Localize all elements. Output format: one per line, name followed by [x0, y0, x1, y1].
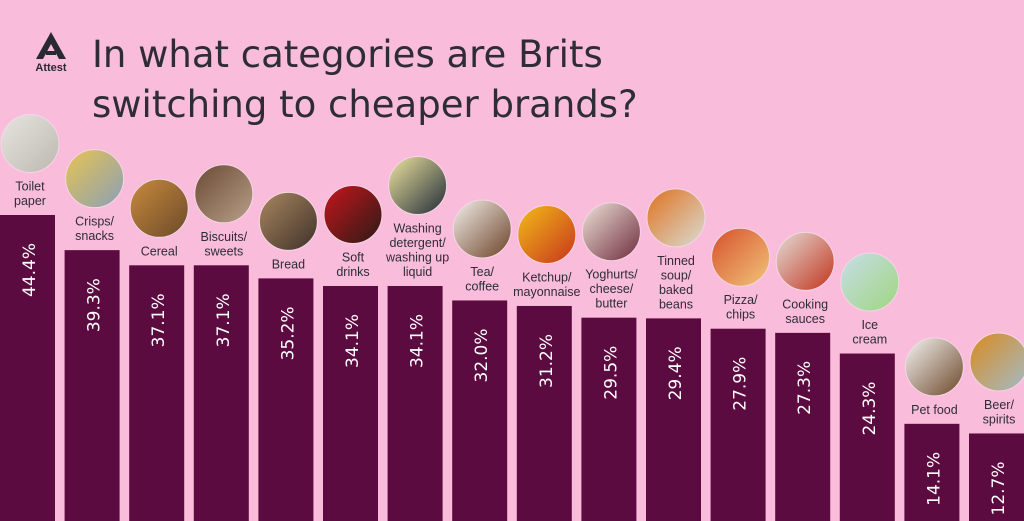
- chart-title: In what categories are Brits switching t…: [92, 33, 638, 126]
- bar-group: 29.4% Tinned soup/baked beans: [646, 188, 706, 521]
- brand-logo: Attest: [24, 32, 78, 78]
- category-label: Tinned soup/baked beans: [657, 254, 695, 312]
- category-label: Biscuits/sweets: [201, 230, 248, 258]
- bar: [258, 278, 314, 521]
- category-label: Bread: [272, 257, 305, 271]
- tinned-soup-photo: [646, 188, 706, 248]
- bar-group: 31.2% Ketchup/mayonnaise: [513, 204, 581, 521]
- yoghurt-photo: [581, 202, 641, 262]
- bar: [323, 285, 378, 521]
- attest-logo-icon: [36, 32, 66, 59]
- category-label: Soft drinks: [336, 250, 369, 279]
- bar-value-label: 12.7%: [989, 461, 1009, 515]
- bar-group: 27.3% Cooking sauces: [775, 231, 835, 521]
- category-label: Cereal: [141, 244, 178, 258]
- bar-value-label: 37.1%: [214, 293, 234, 347]
- bar-value-label: 14.1%: [924, 452, 944, 506]
- dog-photo: [904, 337, 964, 397]
- bar-group: 34.1% Soft drinks: [323, 184, 383, 521]
- bar-value-label: 29.5%: [601, 346, 621, 400]
- pizza-photo: [711, 227, 771, 287]
- bar-value-label: 27.9%: [731, 357, 751, 411]
- bar-group: 24.3% Ice cream: [839, 252, 900, 521]
- bar: [0, 215, 55, 521]
- bar: [387, 285, 443, 521]
- bar-value-label: 37.1%: [149, 293, 169, 347]
- toilet-paper-photo: [0, 114, 60, 173]
- bar: [516, 305, 572, 521]
- bar-value-label: 27.3%: [795, 361, 815, 415]
- bar-value-label: 29.4%: [666, 346, 686, 400]
- coffee-photo: [452, 199, 512, 259]
- bar-group: 35.2% Bread: [258, 191, 318, 521]
- bar-group: 39.3% Crisps/snacks: [64, 149, 125, 521]
- bar-value-label: 34.1%: [408, 314, 428, 368]
- category-label: Toilet paper: [14, 180, 46, 209]
- category-label: Ketchup/mayonnaise: [513, 270, 580, 299]
- bar-value-label: 32.0%: [472, 328, 492, 382]
- bar-value-label: 35.2%: [278, 306, 298, 360]
- bar: [193, 265, 249, 521]
- bar-group: 37.1% Cereal: [129, 178, 189, 521]
- bar-group: 32.0% Tea/coffee: [452, 199, 512, 521]
- crisps-photo: [65, 149, 125, 209]
- bar: [839, 353, 895, 521]
- category-label: Tea/coffee: [465, 265, 499, 294]
- bar: [452, 300, 508, 521]
- bar-value-label: 34.1%: [343, 314, 363, 368]
- bread-photo: [258, 191, 318, 251]
- beer-photo: [969, 332, 1024, 392]
- bar-group: 29.5% Yoghurts/cheese/butter: [581, 202, 641, 521]
- bar-value-label: 44.4%: [20, 243, 40, 297]
- bar-group: 37.1% Biscuits/sweets: [193, 164, 254, 521]
- cooking-sauces-photo: [775, 231, 835, 291]
- bar-group: 34.1% Washing detergent/washing up liquid: [385, 155, 449, 521]
- bar-group: 27.9% Pizza/chips: [710, 227, 771, 521]
- biscuits-photo: [194, 164, 254, 224]
- category-label: Pizza/chips: [724, 293, 759, 322]
- bar-group: 12.7% Beer/spirits: [969, 332, 1024, 521]
- soft-drinks-photo: [323, 184, 383, 244]
- bar-value-label: 31.2%: [537, 334, 557, 388]
- category-label: Beer/spirits: [983, 398, 1016, 427]
- cereal-photo: [129, 178, 189, 238]
- ketchup-mayonnaise-photo: [517, 204, 577, 264]
- category-label: Cooking sauces: [782, 297, 828, 326]
- bar: [969, 433, 1024, 521]
- bar-value-label: 24.3%: [860, 382, 880, 436]
- category-label: Pet food: [911, 403, 958, 417]
- bar-group: 14.1% Pet food: [904, 337, 964, 521]
- bar-group: 44.4% Toilet paper: [0, 114, 60, 521]
- brand-name: Attest: [35, 62, 67, 74]
- bar: [646, 318, 701, 521]
- bar: [904, 423, 960, 521]
- bar: [775, 332, 831, 521]
- category-label: Yoghurts/cheese/butter: [585, 268, 638, 311]
- category-label: Ice cream: [852, 318, 887, 347]
- bar-value-label: 39.3%: [85, 278, 105, 332]
- bar: [581, 317, 637, 521]
- bar: [64, 250, 120, 521]
- ice-cream-photo: [840, 252, 900, 312]
- washing-detergent-photo: [388, 155, 448, 215]
- bar: [710, 328, 766, 521]
- bar: [129, 265, 185, 521]
- category-label: Washing detergent/washing up liquid: [385, 221, 449, 279]
- category-label: Crisps/snacks: [75, 215, 114, 244]
